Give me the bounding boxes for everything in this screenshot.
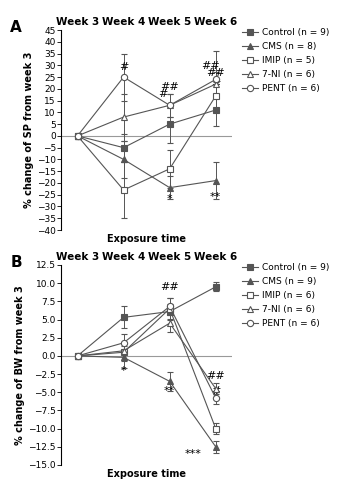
Text: Week 4: Week 4 — [102, 18, 145, 28]
Legend: Control (n = 9), CMS (n = 8), IMIP (n = 5), 7-NI (n = 6), PENT (n = 6): Control (n = 9), CMS (n = 8), IMIP (n = … — [240, 26, 331, 94]
Text: ***: *** — [184, 449, 201, 459]
Text: ##: ## — [201, 61, 220, 71]
Text: ##: ## — [160, 282, 179, 292]
Text: Week 6: Week 6 — [194, 252, 237, 262]
Text: #: # — [211, 386, 220, 396]
X-axis label: Exposure time: Exposure time — [107, 234, 186, 244]
Text: **: ** — [210, 192, 221, 202]
Text: ##: ## — [160, 82, 179, 92]
Text: #: # — [158, 90, 167, 100]
Text: ##: ## — [206, 372, 225, 382]
Text: Week 6: Week 6 — [194, 18, 237, 28]
Y-axis label: % change of BW from week 3: % change of BW from week 3 — [15, 285, 26, 445]
Text: Week 5: Week 5 — [148, 252, 191, 262]
Text: #: # — [119, 62, 128, 72]
Text: Week 3: Week 3 — [56, 252, 99, 262]
Text: *: * — [121, 366, 127, 376]
Text: Week 4: Week 4 — [102, 252, 145, 262]
Text: B: B — [10, 255, 22, 270]
X-axis label: Exposure time: Exposure time — [107, 469, 186, 479]
Text: **: ** — [164, 386, 175, 396]
Text: #: # — [211, 79, 220, 89]
Text: Week 5: Week 5 — [148, 18, 191, 28]
Y-axis label: % change of SP from week 3: % change of SP from week 3 — [24, 52, 34, 208]
Text: *: * — [167, 194, 173, 204]
Text: A: A — [10, 20, 22, 35]
Legend: Control (n = 9), CMS (n = 9), IMIP (n = 6), 7-NI (n = 6), PENT (n = 6): Control (n = 9), CMS (n = 9), IMIP (n = … — [240, 261, 331, 330]
Text: Week 3: Week 3 — [56, 18, 99, 28]
Text: ##: ## — [206, 68, 225, 78]
